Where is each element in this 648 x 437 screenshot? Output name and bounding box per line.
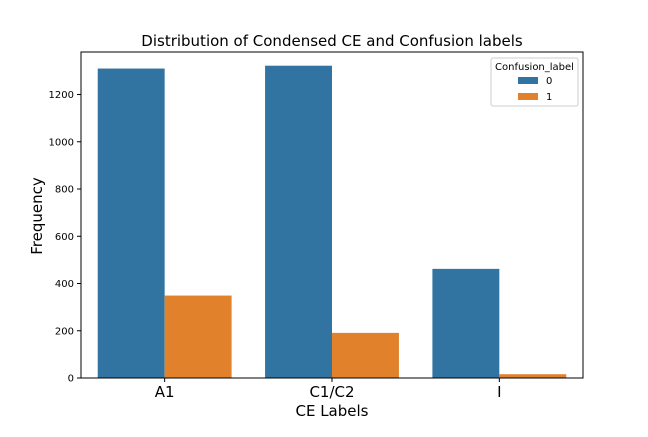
legend-swatch-0: [518, 77, 538, 84]
chart-title: Distribution of Condensed CE and Confusi…: [141, 32, 523, 50]
y-tick-label: 800: [55, 185, 74, 196]
x-tick-label: I: [497, 383, 501, 401]
y-tick-label: 600: [55, 232, 74, 243]
x-axis-label: CE Labels: [295, 402, 368, 420]
y-tick-label: 1200: [49, 90, 74, 101]
y-tick-label: 400: [55, 279, 74, 290]
bar-i-series-0: [432, 268, 500, 378]
y-tick-label: 200: [55, 326, 74, 337]
plot-area: 0 200 400 600 800 1000 1200 A1 C1/C2 I: [49, 51, 584, 401]
x-tick-label: C1/C2: [309, 383, 354, 401]
bar-a1-series-0: [97, 68, 165, 378]
legend-label-1: 1: [546, 92, 552, 103]
legend-swatch-1: [518, 93, 538, 100]
bar-c1-c2-series-1: [332, 332, 399, 378]
y-tick-label: 0: [68, 374, 74, 385]
bar-i-series-1: [499, 374, 567, 378]
x-tick-label: A1: [155, 383, 175, 401]
bar-c1-c2-series-0: [265, 65, 332, 378]
legend-title: Confusion_label: [495, 62, 574, 73]
legend: Confusion_label 0 1: [490, 57, 579, 107]
legend-label-0: 0: [546, 76, 552, 87]
y-tick-label: 1000: [49, 137, 74, 148]
bar-a1-series-1: [164, 295, 232, 378]
y-axis-label: Frequency: [28, 177, 46, 255]
